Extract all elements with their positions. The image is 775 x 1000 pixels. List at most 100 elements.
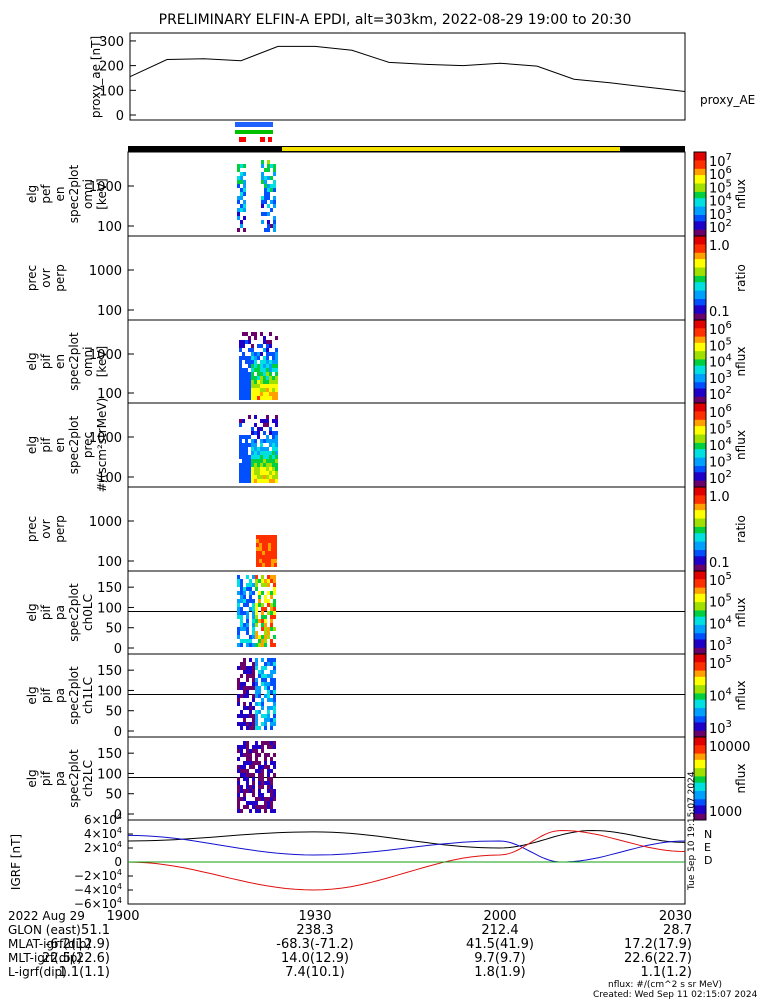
spec-cell	[259, 551, 262, 555]
spec-cell	[275, 479, 278, 483]
ae-ytick-label: 300	[99, 35, 124, 50]
axis-value: 2000	[483, 909, 516, 924]
colorbar-cell	[694, 554, 706, 557]
colorbar-cell	[694, 428, 706, 431]
colorbar-cell	[694, 743, 706, 746]
colorbar: 1.0 0.1 ratio	[693, 486, 748, 572]
spec-cell	[266, 419, 269, 423]
ytick-label: 100	[97, 767, 122, 782]
spec-cell	[246, 706, 249, 710]
spec-cell	[246, 623, 249, 627]
colorbar-cell	[694, 622, 706, 626]
red-zone-bar-2	[260, 137, 265, 142]
colorbar-cell	[694, 240, 706, 243]
panel-ylabel-line: perp	[53, 264, 67, 292]
spec-cell	[240, 785, 243, 789]
spec-cell	[270, 615, 273, 619]
axis-value: 41.5(41.9)	[466, 937, 534, 952]
colorbar-cell	[694, 261, 706, 264]
colorbar-cell	[694, 629, 706, 632]
spec-cell	[255, 666, 258, 670]
colorbar-cell	[694, 166, 706, 170]
colorbar-cell	[694, 311, 706, 315]
spec-cell	[268, 551, 271, 555]
colorbar-cell	[694, 786, 706, 790]
colorbar-cell	[694, 396, 706, 400]
colorbar-tick-label: 104	[709, 614, 732, 632]
spec-cell	[265, 555, 268, 559]
panel-frame	[127, 653, 686, 738]
colorbar-cell	[694, 273, 706, 277]
spec-cell	[237, 575, 240, 579]
spec-cell	[264, 643, 267, 647]
spec-cell	[267, 801, 270, 805]
colorbar-cell	[694, 246, 706, 250]
colorbar-tick-exponent: 7	[726, 152, 732, 163]
colorbar-cell	[694, 398, 706, 402]
spec-cell	[237, 702, 240, 706]
spec-cell	[251, 380, 254, 384]
colorbar-cell	[694, 346, 706, 350]
colorbar-cell	[694, 778, 706, 782]
spec-cell	[240, 749, 243, 753]
colorbar-cell	[694, 545, 706, 549]
spec-cell	[255, 579, 258, 583]
panel-elg_pif_pa_spec2plot_ch1LC: 150 100 50 0 elg pif pa spec2plot ch1LC 105 104 103…	[25, 653, 748, 740]
spec-cell	[255, 710, 258, 714]
spec-cell	[263, 455, 266, 459]
spec-cell	[239, 435, 242, 439]
spec-cell	[240, 224, 243, 228]
spec-cell	[263, 384, 266, 388]
spec-cell	[273, 599, 276, 603]
colorbar-frame	[693, 736, 707, 821]
green-zone-bar	[235, 130, 273, 134]
spec-cell	[273, 184, 276, 188]
spec-cell	[239, 423, 242, 427]
spec-cell	[252, 627, 255, 631]
spec-cell	[264, 228, 267, 232]
spec-cell	[245, 451, 248, 455]
spec-cell	[261, 583, 264, 587]
axis-value: -68.3(-71.2)	[276, 937, 353, 952]
spec-cell	[261, 793, 264, 797]
spec-cell	[255, 631, 258, 635]
spec-cell	[245, 439, 248, 443]
spec-cell	[237, 801, 240, 805]
spec-cell	[258, 619, 261, 623]
spec-cell	[251, 392, 254, 396]
spec-cell	[274, 539, 277, 543]
spec-cell	[273, 180, 276, 184]
spec-cell	[246, 575, 249, 579]
spec-cell	[249, 587, 252, 591]
spec-cell	[255, 686, 258, 690]
panel-ylabel: elg pef en spec2plot omni [keV]	[25, 164, 109, 223]
spec-cell	[266, 415, 269, 419]
colorbar-cell	[694, 204, 706, 208]
igrf-legend-e: E	[704, 841, 711, 854]
spec-cell	[240, 587, 243, 591]
spec-cell	[251, 459, 254, 463]
colorbar-cell	[694, 510, 706, 513]
spec-cell	[269, 451, 272, 455]
spec-cell	[258, 690, 261, 694]
spec-cell	[251, 376, 254, 380]
spec-cell	[257, 463, 260, 467]
spec-cell	[240, 204, 243, 208]
spec-cell	[243, 789, 246, 793]
colorbar-cell	[694, 357, 706, 360]
spec-cell	[255, 615, 258, 619]
spec-cell	[242, 376, 245, 380]
spec-cell	[243, 682, 246, 686]
spec-cell	[273, 682, 276, 686]
spec-cell	[240, 579, 243, 583]
spec-cell	[240, 188, 243, 192]
spec-cell	[267, 781, 270, 785]
red-zone-bar-1	[239, 137, 246, 142]
spec-cell	[251, 396, 254, 400]
spec-cell	[259, 543, 262, 547]
spec-cell	[239, 451, 242, 455]
spec-cell	[272, 463, 275, 467]
panel-ylabel-line: elg	[25, 686, 39, 704]
